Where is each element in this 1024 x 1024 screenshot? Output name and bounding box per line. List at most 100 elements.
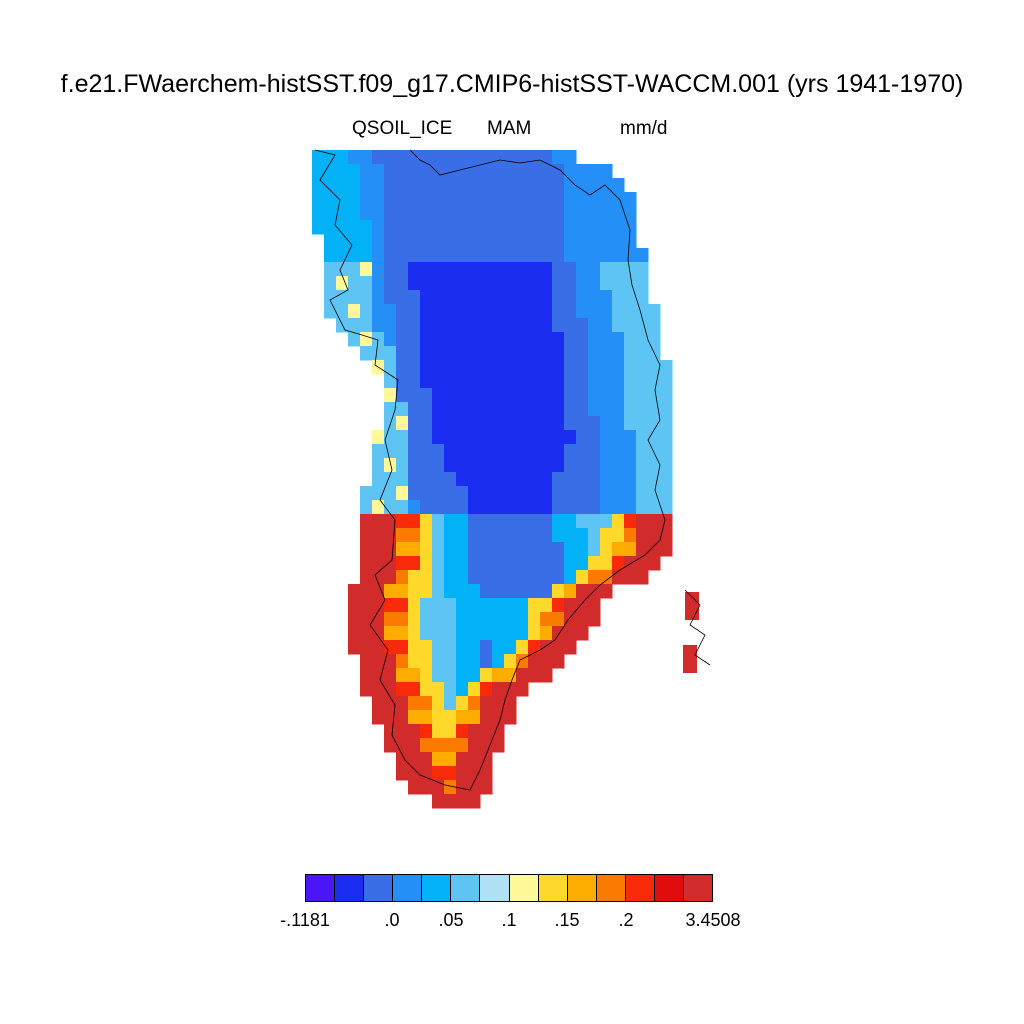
map-cell [612,318,625,333]
map-cell [408,598,421,613]
map-cell [468,220,481,235]
map-cell [516,416,529,431]
map-cell [516,388,529,403]
map-cell [504,654,517,669]
map-cell [384,486,397,501]
colorbar-box-10 [596,875,626,901]
map-cell [492,738,505,753]
colorbar-label: .05 [438,910,464,930]
map-cell [372,528,385,543]
map-cell [612,570,625,585]
map-cell [348,220,361,235]
map-cell [444,234,457,249]
map-cell [636,472,649,487]
map-cell [360,304,373,319]
map-cell [432,374,445,389]
map-cell [396,682,409,697]
map-cell [624,444,637,459]
map-cell [516,402,529,417]
map-cell [372,164,385,179]
map-cell [324,248,337,263]
map-cell [576,514,589,529]
map-cell [384,598,397,613]
map-cell [576,416,589,431]
map-cell [636,248,649,263]
map-cell [576,248,589,263]
map-cell [444,612,457,627]
map-cell [468,682,481,697]
map-cell [564,220,577,235]
map-cell [660,514,673,529]
map-cell [660,416,673,431]
map-cell [444,388,457,403]
map-cell [420,486,433,501]
map-cell [420,332,433,347]
map-cell [552,654,565,669]
map-cell [408,206,421,221]
map-cell [564,444,577,459]
map-cell [552,612,565,627]
map-cell [444,752,457,767]
map-cell [408,220,421,235]
map-cells [312,150,699,809]
map-cell [528,402,541,417]
map-cell [504,626,517,641]
map-cell [456,472,469,487]
map-cell [468,248,481,263]
map-cell [360,332,373,347]
map-cell [456,444,469,459]
map-cell [516,500,529,515]
map-cell [372,500,385,515]
map-cell [372,150,385,165]
map-cell [552,234,565,249]
map-cell [504,374,517,389]
map-cell [612,514,625,529]
map-cell [528,612,541,627]
map-cell [372,276,385,291]
map-cell [588,304,601,319]
map-cell [468,528,481,543]
map-cell [492,388,505,403]
map-cell [444,682,457,697]
map-cell [492,542,505,557]
map-cell [600,360,613,375]
map-cell [576,234,589,249]
map-cell [528,332,541,347]
map-cell [480,766,493,781]
map-cell [372,430,385,445]
map-cell [444,542,457,557]
map-cell [504,276,517,291]
colorbar [305,874,713,902]
map-cell [492,444,505,459]
map-cell [552,388,565,403]
map-cell [456,738,469,753]
map-cell [516,668,529,683]
map-cell [552,332,565,347]
map-cell [432,150,445,165]
map-cell [564,332,577,347]
map-cell [480,318,493,333]
map-cell [480,528,493,543]
map-cell [444,766,457,781]
map-cell [480,738,493,753]
map-cell [600,416,613,431]
map-cell [396,248,409,263]
map-cell [600,528,613,543]
map-cell [504,402,517,417]
map-cell [432,402,445,417]
map-cell [492,556,505,571]
map-cell [408,234,421,249]
map-cell [444,318,457,333]
map-cell [504,710,517,725]
map-cell [492,710,505,725]
map-cell [444,178,457,193]
map-cell [528,640,541,655]
map-cell [432,346,445,361]
map-cell [624,290,637,305]
map-cell [600,276,613,291]
map-cell [396,514,409,529]
map-cell [420,234,433,249]
map-cell [384,584,397,599]
map-cell [420,556,433,571]
map-cell [372,570,385,585]
